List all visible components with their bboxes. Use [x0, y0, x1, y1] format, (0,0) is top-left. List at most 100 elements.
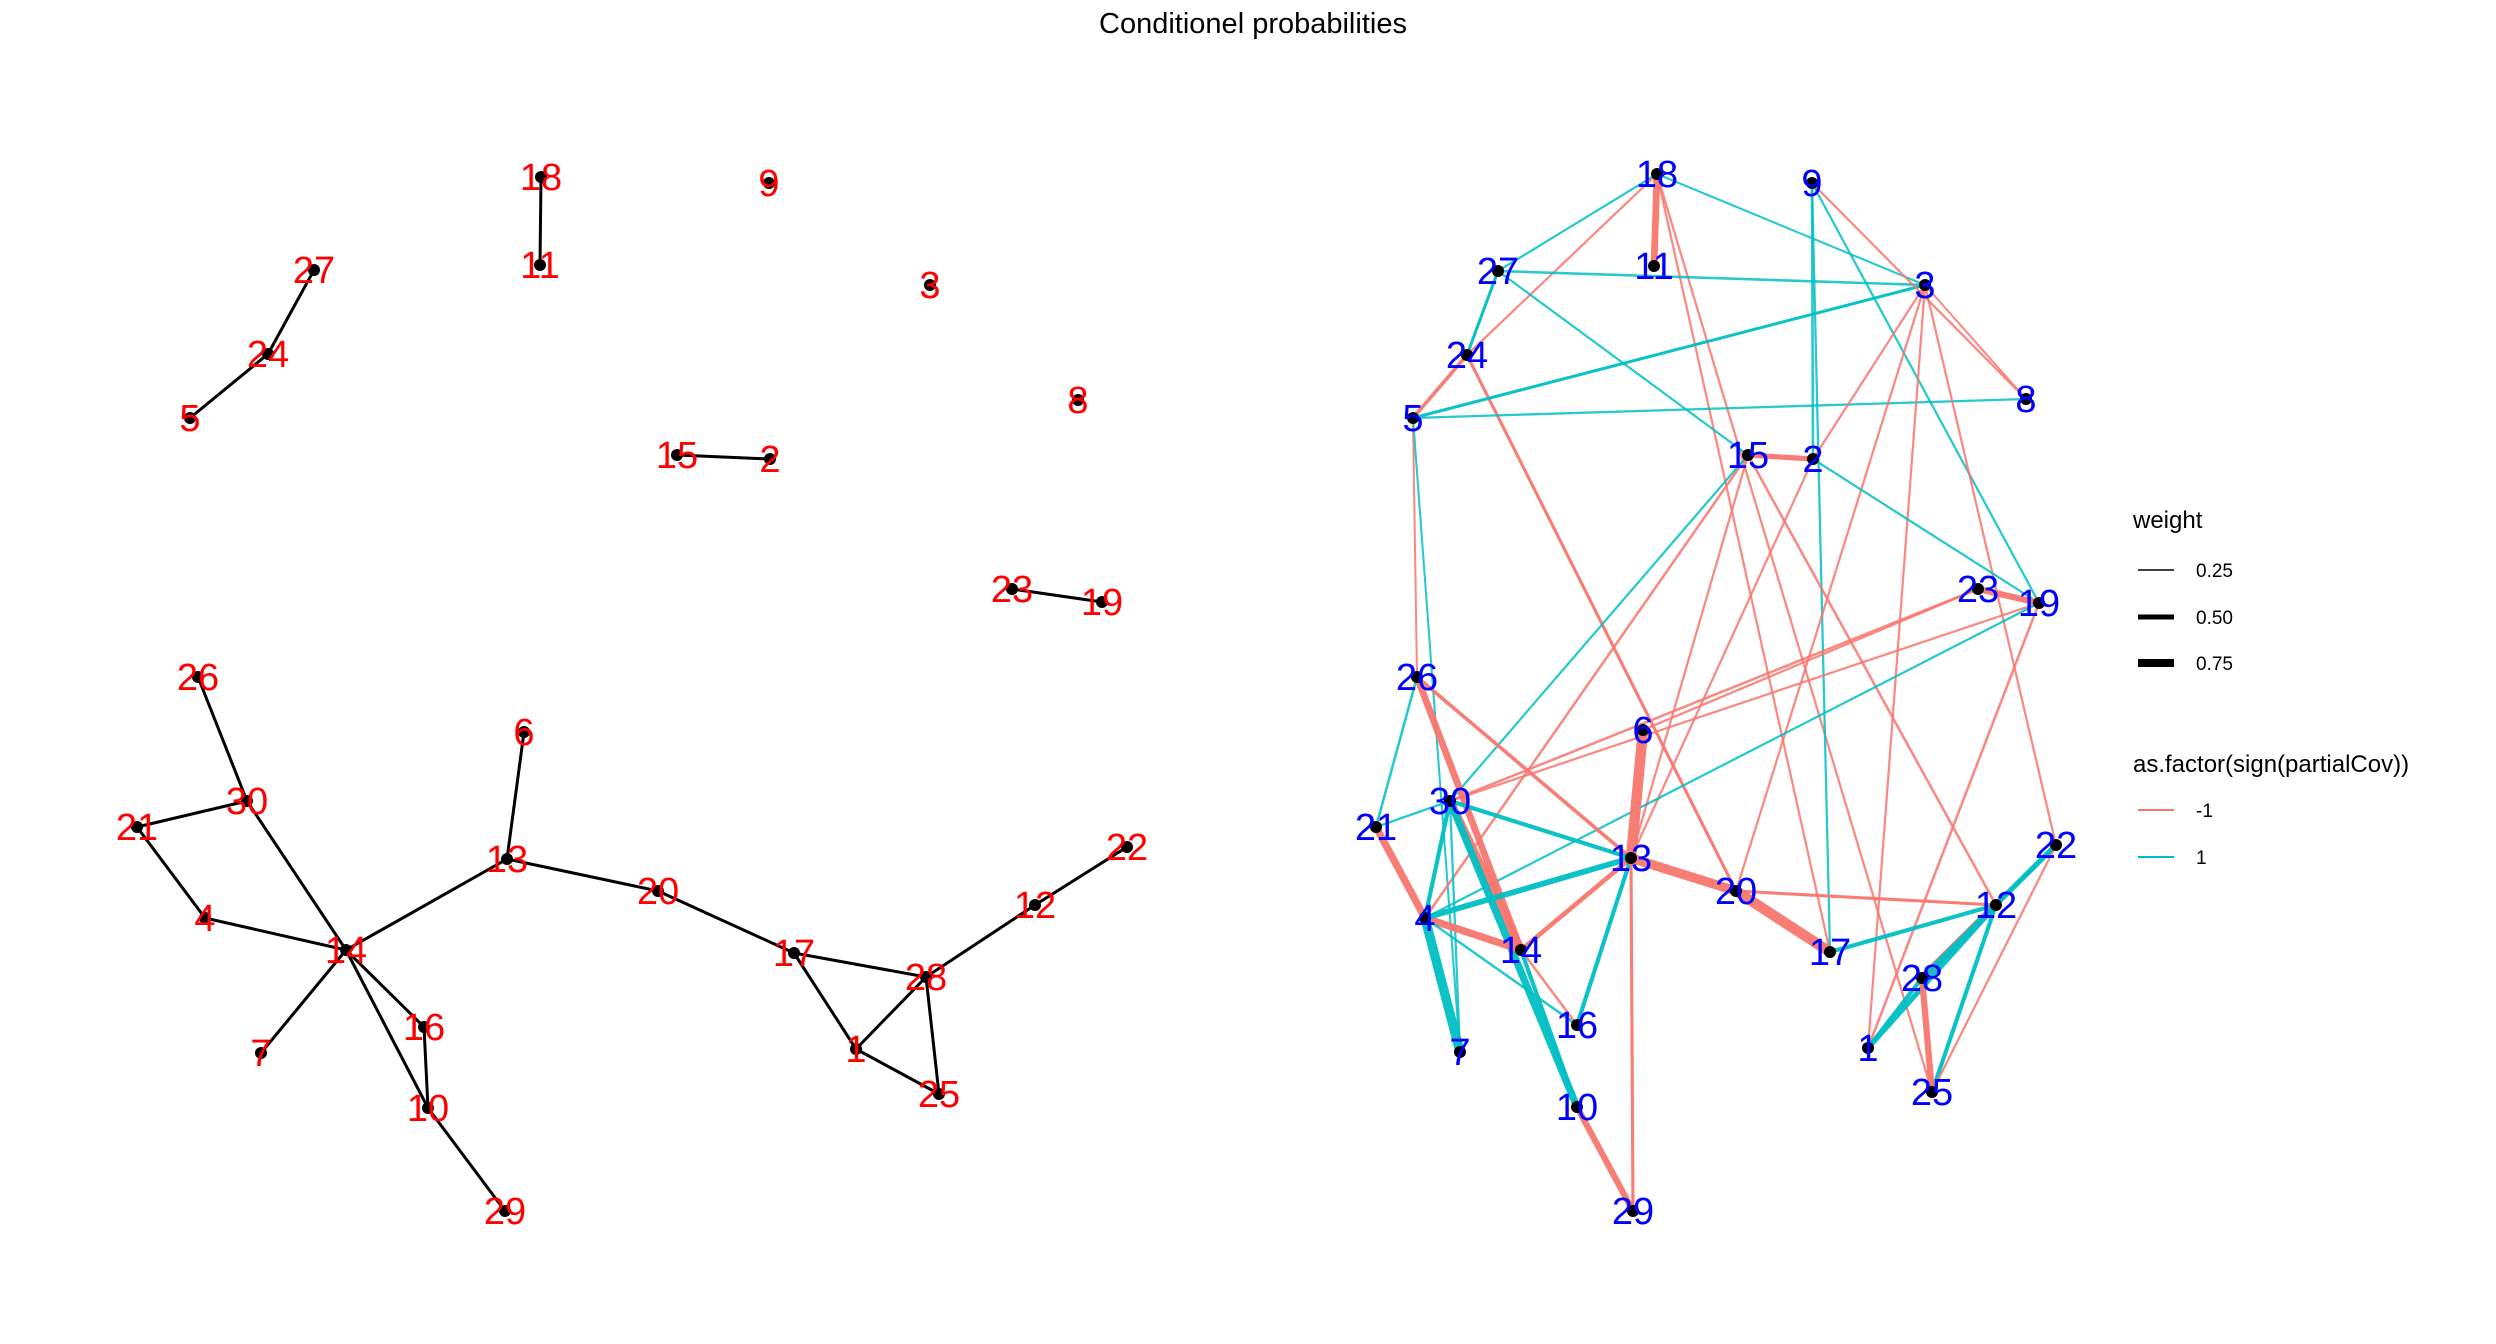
left-edge-28-12 [924, 903, 1037, 979]
right-node-point-28 [1916, 972, 1928, 984]
left-node-point-2 [764, 453, 776, 465]
left-node-point-28 [920, 971, 932, 983]
left-node-point-26 [192, 671, 204, 683]
right-edge-14-13 [1519, 856, 1633, 952]
right-node-point-19 [2033, 597, 2045, 609]
right-node-point-1 [1862, 1042, 1874, 1054]
left-node-point-9 [763, 177, 775, 189]
right-node-label-7: 7 [1449, 1032, 1470, 1074]
left-node-point-16 [418, 1021, 430, 1033]
left-node-point-12 [1029, 899, 1041, 911]
right-node-label-12: 12 [1975, 885, 2017, 927]
right-edge-6-13 [1625, 729, 1649, 859]
right-edge-19-30 [1449, 601, 2040, 803]
right-node-point-24 [1461, 349, 1473, 361]
right-node-point-15 [1742, 449, 1754, 461]
left-node-point-17 [788, 947, 800, 959]
left-node-point-8 [1072, 394, 1084, 406]
left-node-label-24: 24 [247, 334, 289, 376]
left-node-point-19 [1096, 596, 1108, 608]
right-node-label-19: 19 [2018, 583, 2060, 625]
right-node-point-9 [1806, 177, 1818, 189]
right-node-point-6 [1637, 724, 1649, 736]
left-node-label-25: 25 [918, 1074, 960, 1116]
left-edge-28-25 [924, 975, 941, 1096]
right-node-label-27: 27 [1477, 251, 1519, 293]
left-node-point-21 [131, 821, 143, 833]
right-node-label-10: 10 [1556, 1087, 1598, 1129]
right-node-label-29: 29 [1612, 1191, 1654, 1233]
left-node-point-22 [1121, 841, 1133, 853]
right-node-point-8 [2020, 393, 2032, 405]
right-edge-22-12 [1994, 843, 2058, 907]
left-edge-14-13 [344, 857, 509, 952]
left-node-label-28: 28 [905, 957, 947, 999]
right-node-point-21 [1370, 821, 1382, 833]
right-edge-18-17 [1655, 173, 1832, 953]
left-node-label-23: 23 [991, 569, 1033, 611]
right-node-point-23 [1972, 583, 1984, 595]
left-edge-17-28 [792, 951, 928, 979]
left-edge-20-17 [656, 889, 796, 955]
right-edge-27-24 [1465, 270, 1500, 356]
left-node-label-10: 10 [407, 1088, 449, 1130]
left-node-label-6: 6 [513, 712, 534, 754]
weight-legend-label-0-50: 0.50 [2196, 608, 2233, 629]
left-node-point-1 [850, 1043, 862, 1055]
right-node-label-22: 22 [2035, 825, 2077, 867]
right-edge-18-27 [1497, 173, 1658, 272]
right-edge-13-29 [1629, 857, 1635, 1212]
left-node-label-3: 3 [919, 265, 940, 307]
right-edge-24-5 [1411, 353, 1469, 420]
left-graph-node-points [131, 171, 1133, 1217]
right-edge-30-4 [1422, 800, 1453, 919]
left-node-point-14 [340, 944, 352, 956]
right-edge-6-23 [1642, 587, 1979, 732]
right-edge-5-8 [1412, 397, 2027, 420]
sign-legend-label-positive: 1 [2196, 848, 2207, 869]
right-edge-23-19 [1977, 585, 2040, 607]
left-node-point-20 [652, 885, 664, 897]
left-edge-14-7 [259, 948, 348, 1055]
left-edge-30-21 [135, 799, 249, 829]
right-node-point-26 [1411, 671, 1423, 683]
right-edge-12-25 [1930, 904, 1998, 1093]
left-node-label-11: 11 [520, 245, 559, 287]
sign-legend-label-negative: -1 [2196, 801, 2213, 822]
left-node-label-7: 7 [250, 1033, 271, 1075]
left-node-label-5: 5 [179, 398, 200, 440]
left-node-point-10 [422, 1102, 434, 1114]
left-edge-16-10 [422, 1025, 430, 1110]
right-edge-18-25 [1655, 173, 1934, 1093]
left-node-label-18: 18 [520, 157, 562, 199]
left-node-label-8: 8 [1067, 380, 1088, 422]
right-node-label-8: 8 [2015, 379, 2036, 421]
left-node-point-6 [518, 726, 530, 738]
right-edge-3-8 [1924, 284, 2027, 400]
right-node-point-18 [1651, 168, 1663, 180]
right-node-label-18: 18 [1636, 154, 1678, 196]
right-edge-14-16 [1519, 949, 1579, 1026]
right-edge-10-29 [1574, 1105, 1636, 1213]
right-edge-9-8 [1811, 182, 2027, 400]
right-edge-30-10 [1446, 799, 1581, 1109]
left-node-label-27: 27 [293, 250, 335, 292]
right-node-label-6: 6 [1632, 710, 1653, 752]
left-edge-21-4 [135, 825, 207, 920]
right-node-label-1: 1 [1857, 1028, 1878, 1070]
right-edge-30-13 [1449, 799, 1632, 860]
left-edge-15-2 [675, 453, 772, 461]
right-edge-26-21 [1374, 676, 1419, 828]
left-edge-12-22 [1033, 845, 1129, 907]
right-edge-2-13 [1629, 458, 1815, 859]
right-edge-21-4 [1372, 825, 1429, 920]
right-node-point-17 [1824, 946, 1836, 958]
left-edge-14-10 [344, 948, 430, 1110]
right-edge-3-20 [1734, 284, 1927, 892]
left-node-point-27 [308, 264, 320, 276]
right-node-point-2 [1807, 453, 1819, 465]
